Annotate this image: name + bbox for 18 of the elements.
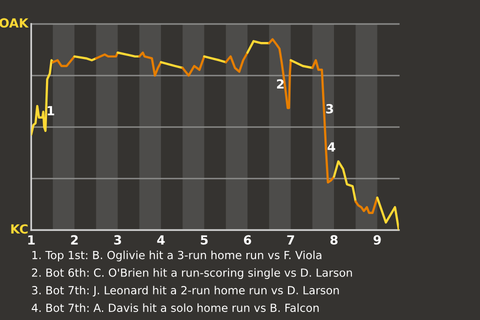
annotation: 3 [326,104,334,114]
x-tick-label: 3 [114,235,122,245]
ref-line-label: KC [11,224,28,234]
text: 2. Bot 6th: C. O'Brien hit a run-scoring single vs D. Larson [32,268,352,279]
x-tick-label: 4 [157,235,165,244]
text: 3. Bot 7th: J. Leonard hit a 2-run home run vs D. Larson [32,286,339,296]
text: 4. Bot 7th: A. Davis hit a solo home run vs B. Falcon [32,303,319,312]
x-tick-label: 9 [374,235,381,245]
x-tick-label: 2 [71,235,78,244]
x-tick-label: 6 [244,235,252,245]
annotation: 2 [276,79,284,89]
x-tick-label: 8 [330,235,338,245]
x-tick-label: 7 [287,235,294,244]
x-tick-label: 1 [28,235,35,244]
annotation: 1 [48,106,54,116]
x-tick-label: 5 [200,235,208,245]
text: 1. Top 1st: B. Oglivie hit a 3-run home run vs F. Viola [32,250,322,262]
annotation: 4 [328,142,336,152]
